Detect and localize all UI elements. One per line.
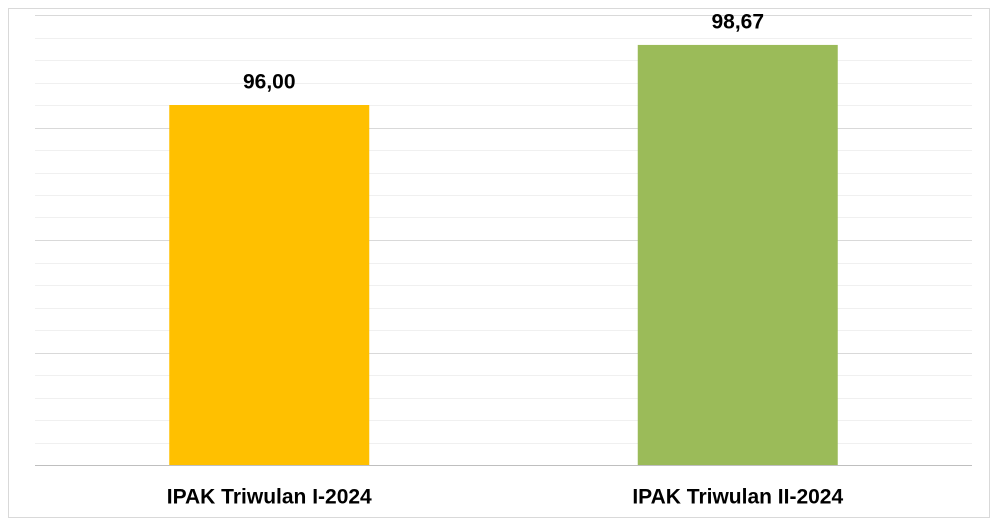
bar — [169, 105, 370, 465]
x-tick-label: IPAK Triwulan II-2024 — [632, 486, 843, 509]
value-label: 98,67 — [711, 10, 764, 33]
value-label: 96,00 — [243, 71, 296, 94]
x-tick-label: IPAK Triwulan I-2024 — [167, 486, 372, 509]
bar — [637, 44, 838, 466]
